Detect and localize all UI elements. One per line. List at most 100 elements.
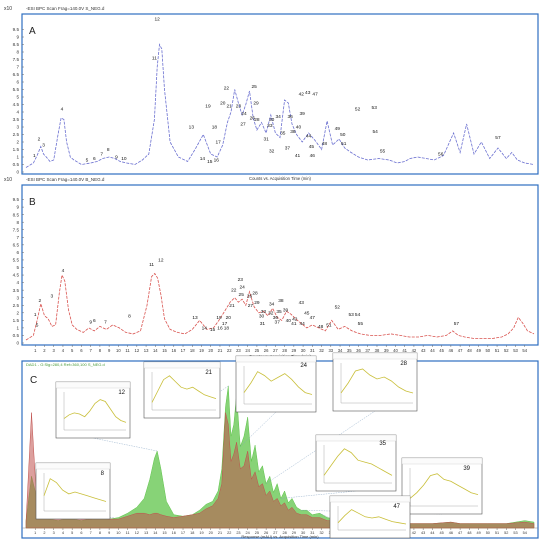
y-tick-label: 5 bbox=[16, 95, 19, 100]
x-tick-label: 15 bbox=[162, 348, 167, 353]
inset-peak-label: 21 bbox=[205, 370, 212, 376]
peak-label: 32 bbox=[269, 149, 275, 155]
peak-label: 28 bbox=[252, 291, 258, 297]
peak-label: 21 bbox=[229, 303, 235, 309]
inset-frame bbox=[329, 495, 411, 539]
peak-label: 43 bbox=[299, 300, 305, 306]
x-tick-label: 12 bbox=[135, 348, 140, 353]
peak-label: 14 bbox=[202, 325, 208, 331]
x-tick-label: 13 bbox=[144, 531, 148, 535]
y-tick-label: 3.5 bbox=[13, 288, 20, 293]
panel-b: x10 -ESI BPC Scan Frag=140.0V B_NEG.d 0 0.5… bbox=[4, 177, 539, 359]
y-tick-label: 8 bbox=[16, 220, 19, 225]
x-tick-label: 18 bbox=[190, 531, 194, 535]
x-tick-label: 5 bbox=[71, 531, 73, 535]
peak-label: 1 bbox=[33, 153, 36, 159]
x-tick-label: 21 bbox=[218, 531, 222, 535]
peak-label: 48 bbox=[322, 141, 328, 147]
peak-label: 6 bbox=[93, 318, 96, 324]
x-tick-label: 35 bbox=[347, 348, 352, 353]
x-tick-label: 22 bbox=[227, 348, 232, 353]
x-tick-label: 43 bbox=[421, 531, 425, 535]
peak-label: 2 bbox=[38, 137, 41, 143]
x-tick-label: 9 bbox=[108, 348, 111, 353]
x-tick-label: 24 bbox=[246, 531, 250, 535]
y-tick-label: 1.5 bbox=[13, 318, 20, 323]
inset-frame bbox=[401, 457, 483, 515]
x-tick-label: 28 bbox=[282, 348, 287, 353]
x-tick-label: 1 bbox=[34, 348, 37, 353]
peak-label: 55 bbox=[358, 321, 364, 327]
x-tick-label: 20 bbox=[208, 348, 213, 353]
x-tick-label: 43 bbox=[421, 348, 426, 353]
x-tick-label: 23 bbox=[236, 531, 240, 535]
x-tick-label: 47 bbox=[458, 531, 462, 535]
peak-label: 27 bbox=[240, 122, 246, 128]
peak-label: 16 bbox=[214, 158, 220, 164]
inset-spectrum: 28 bbox=[266, 352, 418, 484]
y-tick-label: 0 bbox=[16, 341, 19, 346]
x-tick-label: 38 bbox=[375, 348, 380, 353]
inset-peak-label: 35 bbox=[379, 441, 386, 447]
inset-spectrum-trace bbox=[337, 509, 407, 525]
inset-frame bbox=[332, 352, 418, 412]
x-tick-label: 20 bbox=[209, 531, 213, 535]
y-tick-label: 9 bbox=[16, 205, 19, 210]
x-tick-label: 16 bbox=[171, 348, 176, 353]
y-tick-label: 5.5 bbox=[13, 258, 20, 263]
x-tick-label: 44 bbox=[430, 348, 435, 353]
x-tick-label: 41 bbox=[402, 348, 407, 353]
x-tick-label: 10 bbox=[116, 531, 120, 535]
x-tick-label: 30 bbox=[301, 348, 306, 353]
inset-header-bar bbox=[401, 457, 483, 465]
y-tick-label: 2.5 bbox=[13, 132, 20, 137]
peak-label: 12 bbox=[158, 257, 164, 263]
inset-spectrum-trace bbox=[63, 399, 127, 423]
inset-peak-label: 8 bbox=[101, 471, 105, 477]
x-tick-label: 26 bbox=[264, 348, 269, 353]
peak-label: 54 bbox=[355, 312, 361, 318]
panel-header: DAD1 - G:Sig=280,4 Ref=360,100 S_NEG.d bbox=[26, 362, 105, 367]
x-tick-label: 29 bbox=[292, 531, 296, 535]
peak-label: 22 bbox=[224, 86, 230, 92]
x-tick-label: 53 bbox=[513, 531, 517, 535]
y-tick-label: 0.5 bbox=[13, 333, 20, 338]
panel-c: DAD1 - G:Sig=280,4 Ref=360,100 S_NEG.d C 1… bbox=[21, 352, 539, 539]
peak-label: 13 bbox=[192, 315, 198, 321]
peak-label: 26 bbox=[250, 116, 256, 122]
y-tick-label: 6 bbox=[16, 250, 19, 255]
x-tick-label: 11 bbox=[126, 531, 130, 535]
x-tick-label: 39 bbox=[384, 348, 389, 353]
x-tick-label: 8 bbox=[99, 531, 101, 535]
x-tick-label: 37 bbox=[365, 348, 370, 353]
x-tick-label: 16 bbox=[172, 531, 176, 535]
peak-label: 4 bbox=[62, 268, 65, 274]
y-tick-label: 3.5 bbox=[13, 117, 20, 122]
panel-frame bbox=[21, 184, 539, 346]
y-tick-label: 1 bbox=[16, 326, 19, 331]
x-tick-label: 14 bbox=[153, 531, 157, 535]
inset-header-bar bbox=[235, 355, 317, 363]
x-tick-label: 6 bbox=[80, 531, 82, 535]
inset-spectrum: 39 bbox=[301, 457, 483, 515]
inset-header-bar bbox=[55, 381, 131, 389]
x-tick-label: 45 bbox=[439, 348, 444, 353]
peak-label: 17 bbox=[222, 321, 228, 327]
y-tick-label: 0 bbox=[16, 170, 19, 175]
x-tick-label: 51 bbox=[495, 348, 500, 353]
x-tick-label: 36 bbox=[356, 348, 361, 353]
x-tick-label: 30 bbox=[301, 531, 305, 535]
inset-peak-label: 47 bbox=[393, 504, 400, 510]
peak-label: 55 bbox=[380, 149, 386, 155]
peak-label: 19 bbox=[216, 315, 222, 321]
peak-label: 1 bbox=[34, 312, 37, 318]
peak-label: 9 bbox=[115, 155, 118, 161]
inset-peak-label: 39 bbox=[463, 466, 470, 472]
peak-label: 3 bbox=[42, 143, 45, 149]
peak-label: 37 bbox=[275, 319, 281, 325]
panel-letter: C bbox=[30, 375, 37, 386]
x-tick-label: 33 bbox=[328, 348, 333, 353]
inset-peak-label: 12 bbox=[118, 390, 125, 396]
peak-label: 50 bbox=[340, 132, 346, 138]
peak-label: 8 bbox=[107, 147, 110, 153]
